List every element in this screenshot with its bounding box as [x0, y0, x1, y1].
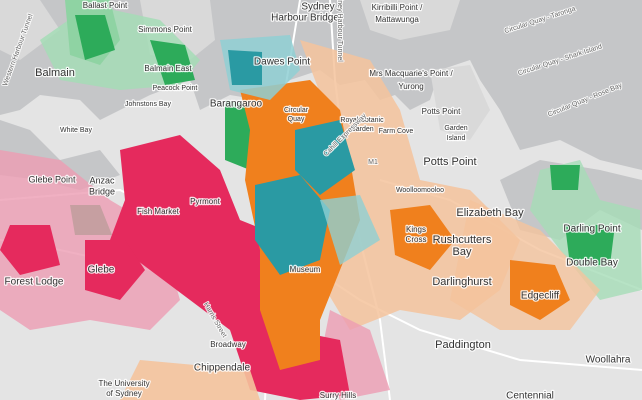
place-label: Royal Botanic: [340, 117, 384, 124]
place-label: Simmons Point: [138, 25, 193, 34]
place-label: Johnstons Bay: [125, 101, 171, 108]
place-label: Rushcutters: [433, 234, 492, 246]
place-label: Yurong: [398, 82, 423, 91]
place-label: Mattawunga: [375, 15, 419, 24]
place-label: Balmain East: [144, 64, 192, 73]
place-label: Garden: [444, 125, 467, 132]
place-label: Quay: [288, 116, 305, 123]
place-label: Surry Hills: [320, 391, 356, 400]
place-label: Bridge: [89, 186, 115, 196]
place-label: Darlinghurst: [432, 276, 491, 288]
place-label: Circular: [284, 107, 309, 114]
place-label: Fish Market: [137, 207, 180, 216]
place-label: Museum: [290, 265, 321, 274]
place-label: of Sydney: [106, 389, 142, 398]
place-label: Balmain: [35, 67, 75, 79]
place-label: Sydney: [301, 2, 334, 13]
place-label: Pyrmont: [190, 197, 221, 206]
place-label: Paddington: [435, 339, 491, 351]
place-label: The University: [98, 379, 149, 388]
place-label: Edgecliff: [521, 291, 559, 302]
road-label: Sydney Harbour Tunnel: [336, 0, 343, 62]
place-label: Forest Lodge: [5, 277, 64, 288]
place-label: Island: [447, 135, 466, 142]
place-label: Mrs Macquarie's Point /: [369, 69, 453, 78]
place-label: Barangaroo: [210, 99, 263, 110]
place-label: Dawes Point: [254, 57, 310, 68]
place-label: Kirribilli Point /: [372, 3, 423, 12]
place-label: Bay: [453, 246, 472, 258]
place-label: White Bay: [60, 127, 92, 134]
road-label: M1: [368, 159, 378, 166]
place-label: Peacock Point: [153, 85, 198, 92]
place-label: Harbour Bridge: [271, 13, 339, 24]
place-label: Glebe: [88, 265, 115, 276]
place-label: Woolloomooloo: [396, 187, 444, 194]
place-label: Woollahra: [586, 355, 631, 366]
place-label: Chippendale: [194, 363, 251, 374]
place-label: Garden: [350, 126, 373, 133]
place-label: Anzac: [89, 175, 115, 185]
place-label: Cross: [406, 235, 427, 244]
place-label: Centennial: [506, 391, 554, 400]
place-label: Darling Point: [563, 224, 620, 235]
place-label: Double Bay: [566, 258, 618, 269]
place-label: Glebe Point: [28, 174, 76, 184]
place-label: Kings: [406, 225, 426, 234]
place-label: Farm Cove: [379, 128, 414, 135]
place-label: Potts Point: [423, 156, 476, 168]
place-label: Potts Point: [422, 107, 461, 116]
place-label: Elizabeth Bay: [456, 207, 524, 219]
place-label: Broadway: [210, 340, 246, 349]
place-label: Ballast Point: [83, 1, 128, 10]
